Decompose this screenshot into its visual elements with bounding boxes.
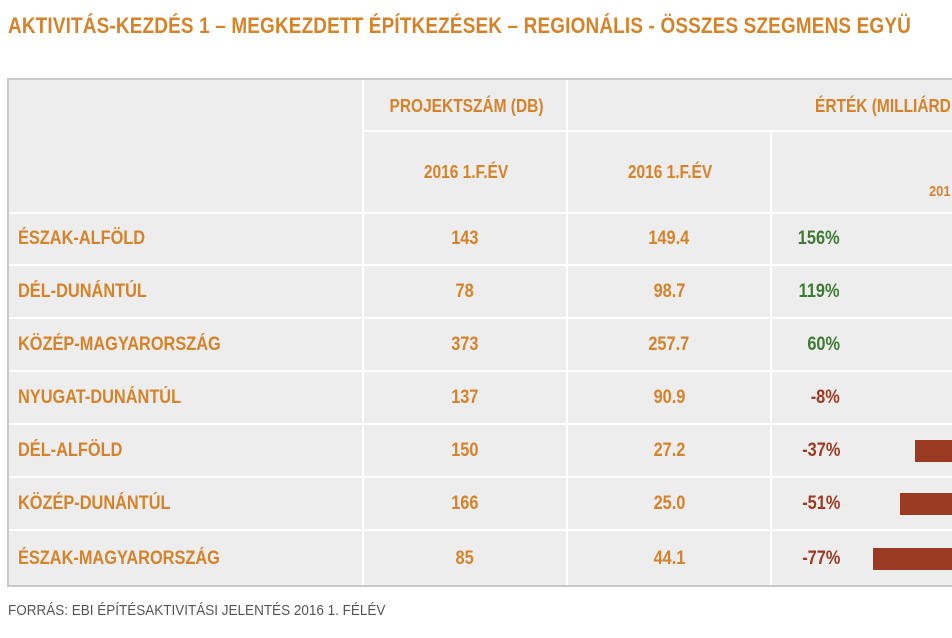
- project-count: 373: [451, 333, 479, 355]
- change-percent: -77%: [801, 548, 840, 569]
- region-name: DÉL-DUNÁNTÚL: [18, 280, 147, 302]
- change-bar: [873, 548, 952, 570]
- change-percent: -37%: [801, 439, 840, 461]
- region-name: KÖZÉP-DUNÁNTÚL: [18, 492, 171, 514]
- header-count-period: 2016 1.F.ÉV: [423, 161, 509, 182]
- regional-table: PROJEKTSZÁM (DB) ÉRTÉK (MILLIÁRD 2016 1.…: [7, 78, 952, 587]
- value-amount: 90.9: [653, 386, 685, 408]
- region-name: DÉL-ALFÖLD: [18, 439, 123, 461]
- project-count: 166: [451, 492, 479, 514]
- header-change-period: 201: [929, 182, 951, 200]
- page-title: AKTIVITÁS-KEZDÉS 1 – MEGKEZDETT ÉPÍTKEZÉ…: [8, 13, 911, 38]
- header-project-count: PROJEKTSZÁM (DB): [389, 95, 543, 116]
- change-percent: 60%: [807, 333, 840, 355]
- project-count: 137: [451, 386, 479, 408]
- value-amount: 98.7: [653, 280, 685, 302]
- region-name: ÉSZAK-MAGYARORSZÁG: [18, 548, 220, 569]
- project-count: 143: [451, 228, 479, 249]
- project-count: 150: [451, 439, 479, 461]
- header-value-period: 2016 1.F.ÉV: [627, 161, 713, 182]
- project-count: 85: [455, 548, 475, 569]
- value-amount: 25.0: [653, 492, 685, 514]
- region-name: KÖZÉP-MAGYARORSZÁG: [18, 333, 221, 355]
- header-value-group: ÉRTÉK (MILLIÁRD: [815, 95, 951, 116]
- change-bar: [915, 439, 952, 462]
- change-percent: -51%: [801, 492, 840, 514]
- change-bar: [900, 492, 952, 515]
- region-name: NYUGAT-DUNÁNTÚL: [18, 386, 182, 408]
- change-percent: 156%: [798, 228, 840, 249]
- source-note: FORRÁS: EBI ÉPÍTÉSAKTIVITÁSI JELENTÉS 20…: [8, 602, 386, 619]
- value-amount: 27.2: [653, 439, 685, 461]
- change-percent: -8%: [810, 386, 840, 408]
- value-amount: 257.7: [648, 333, 690, 355]
- change-percent: 119%: [799, 280, 840, 302]
- value-amount: 44.1: [653, 548, 685, 569]
- region-name: ÉSZAK-ALFÖLD: [18, 228, 146, 249]
- project-count: 78: [455, 280, 475, 302]
- value-amount: 149.4: [648, 228, 690, 249]
